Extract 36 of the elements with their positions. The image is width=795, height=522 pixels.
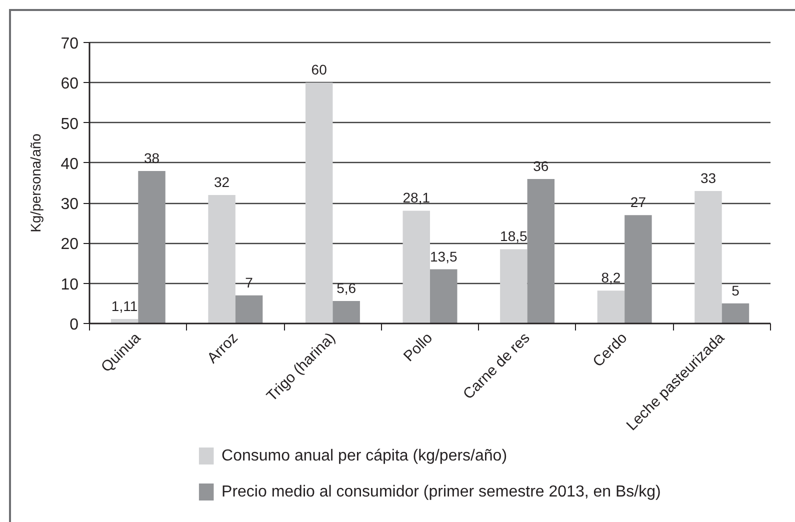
data-label: 28,1 — [402, 190, 430, 206]
data-label: 5,6 — [336, 280, 356, 296]
y-tick-label: 50 — [60, 116, 79, 133]
bar — [402, 210, 430, 324]
bar — [138, 170, 166, 324]
bar — [597, 290, 625, 324]
y-tick-label: 40 — [60, 156, 79, 173]
bar — [235, 295, 263, 324]
legend-label: Precio medio al consumidor (primer semestre 2013, en Bs/kg) — [222, 484, 661, 500]
data-label: 1,11 — [111, 298, 138, 314]
bar — [500, 249, 528, 324]
bar — [527, 178, 555, 324]
data-label: 8,2 — [601, 270, 621, 286]
data-label: 5 — [732, 282, 740, 298]
data-label: 60 — [311, 62, 328, 78]
y-tick-label: 70 — [60, 36, 79, 52]
data-label: 36 — [533, 158, 549, 174]
bar — [305, 82, 333, 324]
bar — [332, 301, 360, 324]
data-label: 18,5 — [500, 228, 528, 244]
legend-label: Consumo anual per cápita (kg/pers/año) — [222, 448, 508, 464]
y-tick-label: 20 — [60, 236, 79, 254]
bar — [722, 303, 750, 324]
data-label: 32 — [214, 174, 230, 190]
y-tick-label: 0 — [70, 316, 79, 334]
data-label: 13,5 — [430, 248, 458, 264]
bar — [208, 195, 236, 324]
bar — [694, 191, 722, 324]
y-tick-label: 60 — [60, 76, 79, 93]
y-tick-label: 30 — [60, 196, 79, 214]
bar — [624, 215, 652, 324]
y-axis-title: Kg/persona/año — [28, 133, 44, 232]
y-tick-label: 10 — [60, 276, 79, 294]
bar — [430, 269, 458, 324]
data-label: 33 — [700, 170, 716, 186]
data-label: 38 — [144, 150, 160, 166]
